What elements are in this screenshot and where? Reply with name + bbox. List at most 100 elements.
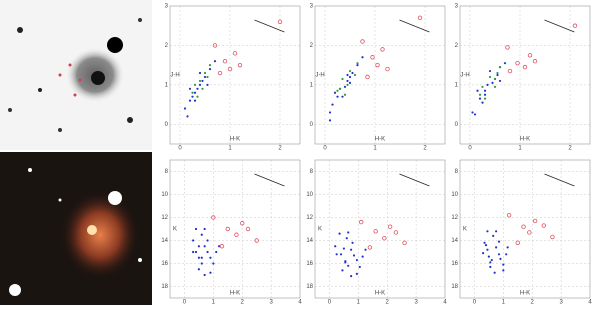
y-tick-label: 16 [161,261,168,267]
reddening-vector [254,19,285,33]
y-tick-label: 10 [306,192,313,198]
data-point [203,227,206,231]
data-point [198,79,202,83]
data-point [347,231,350,234]
data-point [359,219,364,225]
data-point [346,83,349,86]
data-point [188,87,192,90]
data-point [188,99,192,102]
x-axis-label: H-K [520,291,530,297]
y-tick-label: 3 [165,4,169,10]
data-point [348,69,352,73]
x-tick-label: 1 [502,300,506,305]
x-tick-label: 0 [178,146,182,152]
data-point [496,73,499,77]
data-point [572,23,578,28]
y-axis-label: K [318,227,322,233]
data-point [193,91,197,94]
data-point [489,261,492,264]
data-point [380,47,385,52]
data-point [193,83,197,86]
data-point [375,62,380,68]
data-point [341,95,344,98]
y-tick-label: 0 [310,122,314,128]
data-point [481,101,484,104]
data-point [225,226,230,232]
data-point [346,73,349,77]
data-point [211,215,216,220]
data-point [206,250,209,254]
data-point [373,229,378,234]
data-point [360,39,365,44]
x-tick-label: 2 [386,300,390,305]
data-point [197,245,200,248]
data-point [212,43,218,48]
plot-frame [314,5,446,145]
y-tick-label: 3 [310,4,314,10]
data-point [370,55,375,60]
x-tick-label: 1 [373,146,377,152]
data-point [365,74,370,80]
y-tick-label: 14 [161,238,168,244]
data-point [521,224,526,229]
x-axis-label: H-K [230,137,240,143]
y-tick-label: 16 [306,261,313,267]
data-point [527,230,532,235]
data-point [336,95,339,98]
infrared-image [0,0,152,150]
x-tick-label: 2 [278,146,282,152]
y-tick-label: 18 [161,284,168,290]
data-point [515,240,520,245]
data-point [527,53,533,58]
y-tick-label: 2 [455,43,459,49]
data-point [343,93,347,96]
data-point [495,246,498,249]
data-point [490,258,493,262]
reddening-vector [399,173,430,187]
data-point [353,73,357,77]
reddening-vector [399,19,430,33]
data-point [515,60,520,66]
data-point [482,252,485,255]
plot-frame [314,159,446,299]
y-tick-label: 12 [161,215,168,221]
data-point [347,264,350,267]
x-tick-label: 0 [473,300,477,305]
data-point [486,248,489,251]
data-point [355,272,358,275]
data-point [192,239,195,242]
data-point [222,59,228,64]
x-tick-label: 3 [559,300,563,305]
data-point [196,87,199,90]
data-point [385,66,390,72]
data-point [483,93,487,96]
y-tick-label: 1 [310,82,314,88]
x-tick-label: 1 [212,300,216,305]
data-point [191,91,194,94]
y-tick-label: 3 [455,4,459,10]
plot-frame [169,5,301,145]
data-point [417,15,423,21]
y-tick-label: 14 [451,238,458,244]
x-tick-label: 2 [568,146,572,152]
data-point [245,226,251,232]
data-point [491,81,494,84]
y-tick-label: 2 [310,43,314,49]
y-tick-label: 16 [451,261,458,267]
data-point [486,83,489,86]
data-point [200,233,203,236]
data-point [209,256,212,259]
data-point [198,71,202,75]
data-point [350,275,353,278]
x-tick-label: 2 [531,300,535,305]
data-point [206,239,209,242]
x-tick-label: 3 [414,300,418,305]
data-point [498,79,502,83]
data-point [483,89,487,92]
data-point [254,238,259,243]
data-point [507,68,513,74]
data-point [192,250,195,254]
data-point [351,241,354,244]
data-point [364,248,367,251]
